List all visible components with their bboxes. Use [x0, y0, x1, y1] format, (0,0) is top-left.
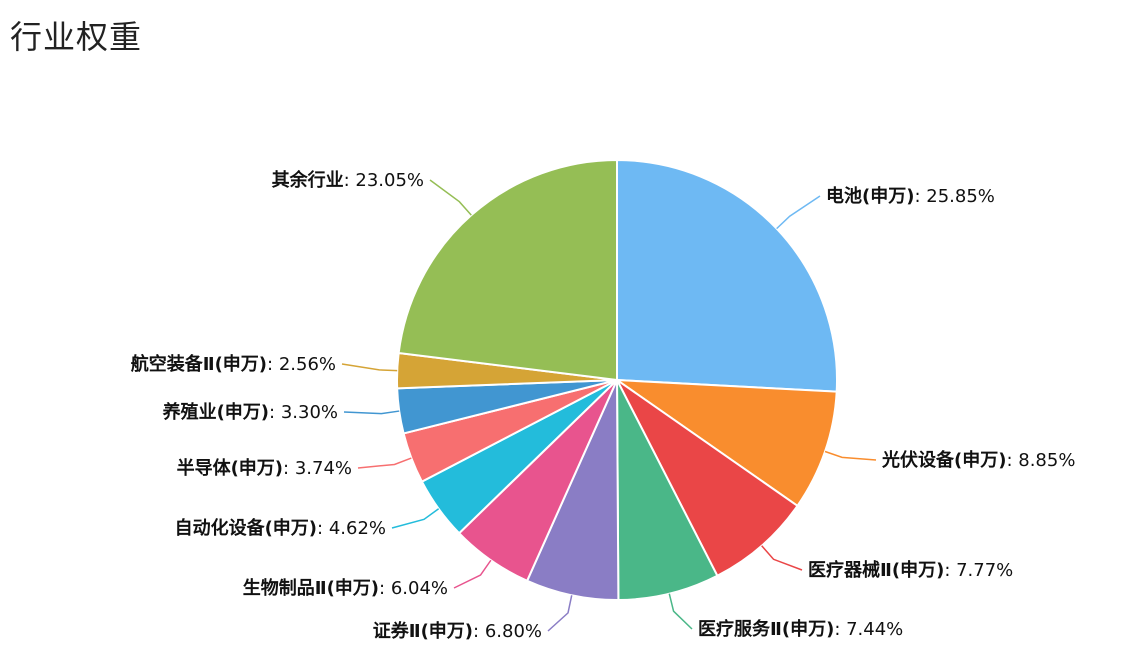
slice-value: : 23.05% [344, 170, 424, 191]
slice-name: 养殖业(申万) [162, 401, 269, 423]
slice-label: 医疗服务Ⅱ(申万): 7.44% [698, 618, 903, 640]
slice-value: : 6.80% [473, 621, 542, 642]
slice-label: 航空装备Ⅱ(申万): 2.56% [131, 353, 336, 375]
slice-value: : 8.85% [1006, 450, 1075, 471]
leader-line [341, 363, 398, 372]
slice-value: : 25.85% [914, 186, 994, 207]
slice-name: 生物制品Ⅱ(申万) [243, 577, 379, 599]
slice-value: : 7.77% [944, 560, 1013, 581]
leader-line [343, 410, 400, 415]
leader-line [357, 457, 412, 469]
slice-label: 自动化设备(申万): 4.62% [175, 517, 386, 539]
pie-slice[interactable] [613, 378, 838, 508]
slice-name: 电池(申万) [826, 185, 914, 207]
slice-value: : 7.44% [834, 619, 903, 640]
slice-name: 自动化设备(申万) [175, 517, 317, 539]
slice-value: : 4.62% [317, 518, 386, 539]
slice-label: 电池(申万): 25.85% [826, 185, 995, 207]
pie-slice[interactable] [616, 158, 838, 393]
slice-name: 半导体(申万) [177, 457, 283, 479]
pie-slice[interactable] [616, 379, 719, 602]
slice-value: : 6.04% [379, 578, 448, 599]
leader-line [776, 195, 821, 230]
leader-line [429, 179, 472, 216]
slice-label: 医疗器械Ⅱ(申万): 7.77% [808, 559, 1013, 581]
slice-label: 生物制品Ⅱ(申万): 6.04% [243, 577, 448, 599]
leader-line [453, 559, 492, 589]
slice-name: 其余行业 [272, 169, 344, 191]
leader-line [668, 593, 693, 630]
pie-slice[interactable] [616, 379, 799, 578]
slice-value: : 3.74% [283, 458, 352, 479]
slice-name: 光伏设备(申万) [881, 449, 1006, 471]
pie-slice[interactable] [397, 158, 618, 382]
slice-label: 光伏设备(申万): 8.85% [881, 449, 1075, 471]
leader-line [547, 595, 573, 632]
slice-label: 养殖业(申万): 3.30% [162, 401, 338, 423]
slice-label: 半导体(申万): 3.74% [177, 457, 352, 479]
leader-line [391, 508, 440, 529]
slice-name: 医疗器械Ⅱ(申万) [808, 559, 944, 581]
slice-label: 其余行业: 23.05% [272, 169, 424, 191]
slice-name: 航空装备Ⅱ(申万) [131, 353, 267, 375]
slice-name: 证券Ⅱ(申万) [373, 620, 473, 642]
slice-name: 医疗服务Ⅱ(申万) [698, 618, 834, 640]
leader-line [761, 545, 803, 571]
slice-value: : 2.56% [267, 354, 336, 375]
chart-title: 行业权重 [10, 18, 143, 56]
slice-label: 证券Ⅱ(申万): 6.80% [373, 620, 542, 642]
leader-line [824, 450, 877, 461]
slice-value: : 3.30% [269, 402, 338, 423]
